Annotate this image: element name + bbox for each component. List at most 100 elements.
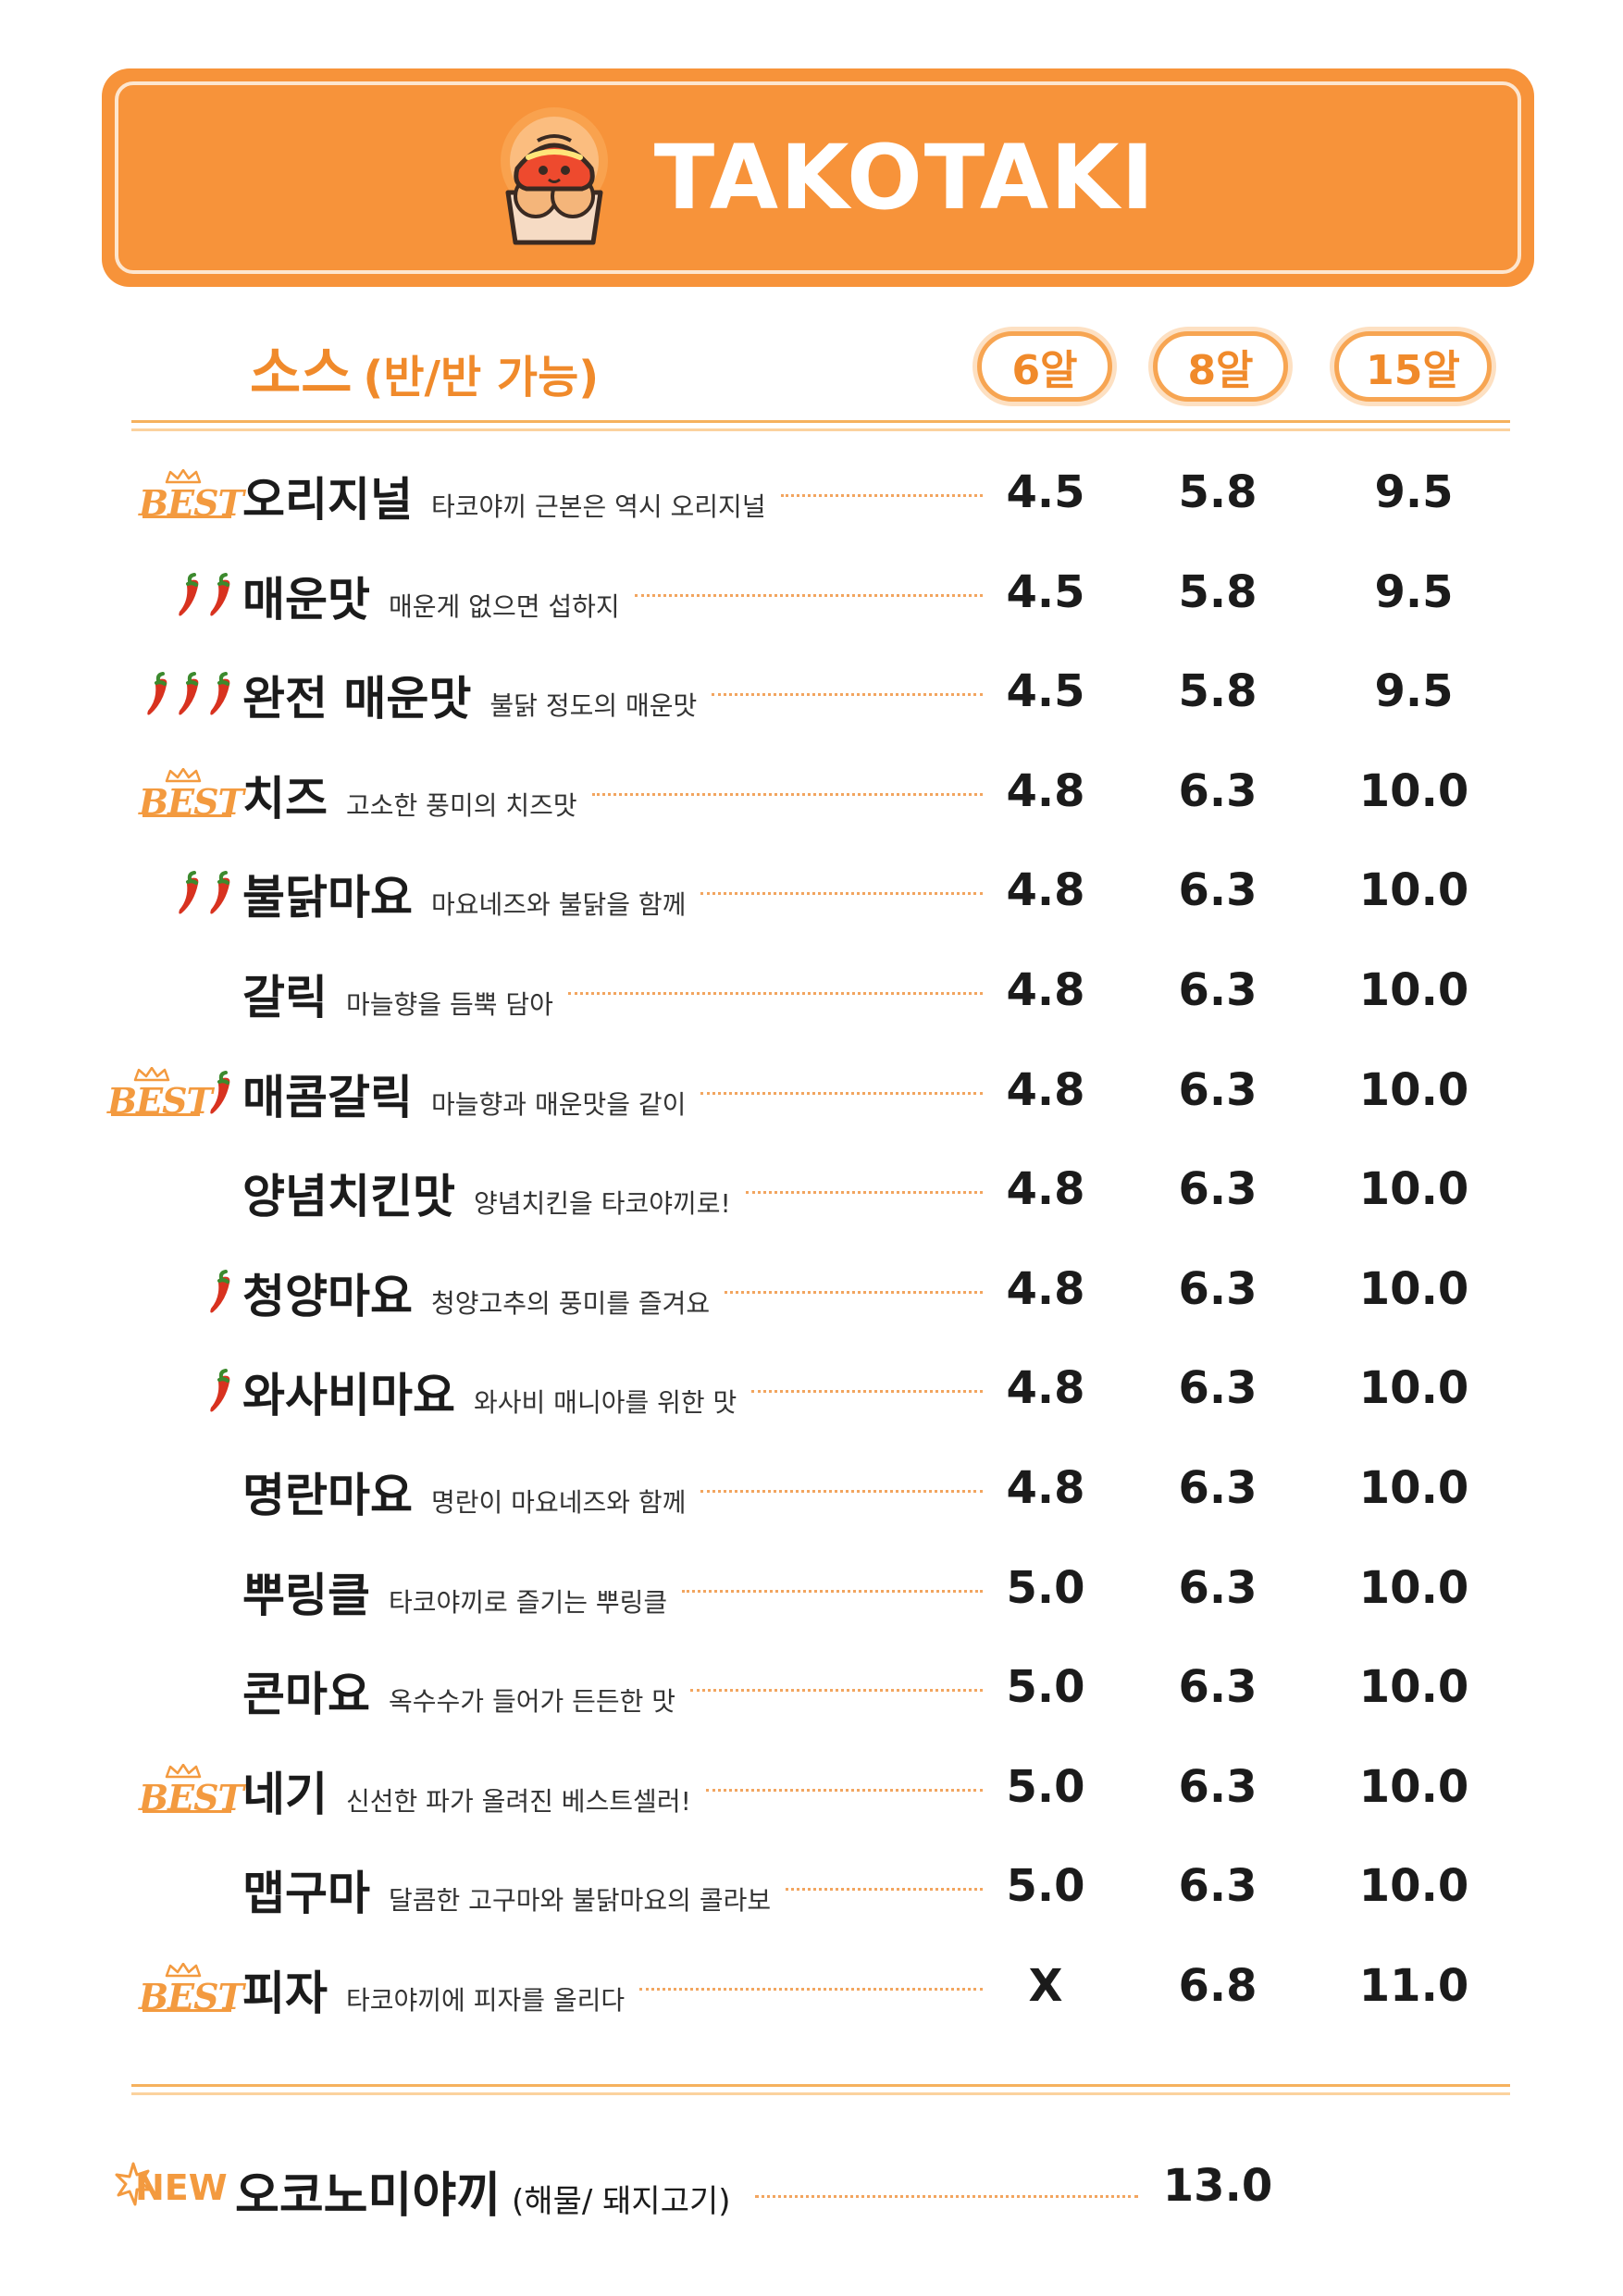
best-underline	[142, 515, 231, 518]
chili-pepper-icon	[210, 1269, 230, 1313]
item-description: 옥수수가 들어가 든든한 맛	[389, 1686, 676, 1718]
price-15: 10.0	[1358, 1462, 1469, 1514]
dot-leader	[725, 1290, 983, 1294]
item-name: 양념치킨맛 양념치킨을 타코야끼로!	[242, 1160, 731, 1226]
new-item-title: 오코노미야끼	[235, 2168, 502, 2224]
menu-row: 와사비마요 와사비 매니아를 위한 맛 4.8 6.3 10.0	[0, 1353, 1623, 1427]
item-name: 와사비마요 와사비 매니아를 위한 맛	[242, 1359, 737, 1425]
dot-leader	[781, 494, 983, 497]
best-badge: BEST	[139, 1963, 244, 2017]
item-description: 청양고추의 풍미를 즐겨요	[431, 1287, 711, 1319]
chili-pepper-icon	[179, 871, 199, 914]
price-8: 6.3	[1178, 1661, 1258, 1714]
badge-area	[207, 1364, 235, 1420]
chili-pepper-icon	[210, 672, 230, 715]
price-15: 9.5	[1374, 466, 1454, 518]
price-6: 4.8	[1006, 764, 1085, 817]
new-item-options: (해물/ 돼지고기)	[512, 2183, 731, 2220]
menu-row: 매운맛 매운게 없으면 섭하지 4.5 5.8 9.5	[0, 557, 1623, 631]
badge-area	[176, 866, 235, 922]
starburst-icon	[115, 2162, 152, 2206]
badge-area	[207, 1265, 235, 1321]
menu-row: BEST 매콤갈릭 마늘향과 매운맛을 같이 4.8 6.3 10.0	[0, 1055, 1623, 1129]
price-15: 10.0	[1358, 1760, 1469, 1813]
price-8: 5.8	[1178, 565, 1258, 618]
price-8: 6.3	[1178, 1860, 1258, 1913]
price-15: 10.0	[1358, 1661, 1469, 1714]
dot-leader	[690, 1689, 983, 1693]
item-title: 매운맛	[242, 572, 370, 627]
price-15: 10.0	[1358, 1561, 1469, 1614]
item-title: 오리지널	[242, 473, 413, 527]
item-title: 갈릭	[242, 971, 328, 1024]
item-name: 불닭마요 마요네즈와 불닭을 함께	[242, 861, 686, 927]
price-6: 5.0	[1006, 1760, 1085, 1813]
badge-area: BEST	[139, 468, 244, 524]
price-6: 5.0	[1006, 1661, 1085, 1714]
item-title: 치즈	[242, 771, 328, 825]
item-title: 청양마요	[242, 1269, 413, 1323]
dot-leader	[635, 593, 983, 597]
price-8: 6.3	[1178, 1362, 1258, 1415]
item-title: 네기	[242, 1767, 328, 1821]
section-subtitle: (반/반 가능)	[363, 352, 600, 403]
dot-leader	[700, 1490, 983, 1493]
crown-icon	[165, 469, 202, 484]
badge-area	[144, 667, 235, 723]
dot-leader	[700, 892, 983, 896]
item-name: 뿌링클 타코야끼로 즐기는 뿌링클	[242, 1558, 667, 1625]
price-8: 6.3	[1178, 864, 1258, 917]
item-name: 갈릭 마늘향을 듬뿍 담아	[242, 961, 553, 1027]
item-description: 명란이 마요네즈와 함께	[431, 1487, 687, 1518]
dot-leader	[706, 1788, 983, 1792]
item-name: 매운맛 매운게 없으면 섭하지	[242, 563, 620, 629]
price-8: 6.8	[1178, 1960, 1258, 2012]
item-description: 타코야끼로 즐기는 뿌링클	[389, 1586, 668, 1618]
price-8: 6.3	[1178, 764, 1258, 817]
item-description: 신선한 파가 올려진 베스트셀러!	[346, 1785, 691, 1817]
price-15: 9.5	[1374, 565, 1454, 618]
item-title: 매콤갈릭	[242, 1070, 413, 1124]
price-6: 5.0	[1006, 1860, 1085, 1913]
price-8: 6.3	[1178, 1561, 1258, 1614]
item-name: 네기 신선한 파가 올려진 베스트셀러!	[242, 1757, 691, 1824]
badge-area: BEST	[139, 1962, 244, 2017]
item-description: 매운게 없으면 섭하지	[389, 590, 620, 622]
item-title: 콘마요	[242, 1668, 370, 1722]
dot-leader	[682, 1589, 983, 1593]
chili-pepper-icon	[210, 871, 230, 914]
price-8: 6.3	[1178, 1163, 1258, 1216]
price-15: 10.0	[1358, 1860, 1469, 1913]
item-title: 뿌링클	[242, 1568, 370, 1622]
item-title: 피자	[242, 1967, 328, 2020]
item-name: 콘마요 옥수수가 들어가 든든한 맛	[242, 1657, 675, 1724]
size-label-6: 6알	[977, 331, 1112, 402]
item-title: 맵구마	[242, 1867, 370, 1921]
price-6: 4.8	[1006, 1262, 1085, 1315]
chili-pepper-icon	[210, 1070, 230, 1114]
size-label-15: 15알	[1334, 331, 1492, 402]
price-8: 6.3	[1178, 1462, 1258, 1514]
item-description: 마요네즈와 불닭을 함께	[431, 889, 687, 921]
item-name: 명란마요 명란이 마요네즈와 함께	[242, 1458, 686, 1525]
menu-row: BEST 네기 신선한 파가 올려진 베스트셀러! 5.0 6.3 10.0	[0, 1752, 1623, 1826]
dot-leader	[592, 792, 983, 796]
brand-title: TAKOTAKI	[653, 126, 1157, 230]
item-title: 완전 매운맛	[242, 672, 472, 726]
best-badge: BEST	[139, 767, 244, 823]
item-name: 매콤갈릭 마늘향과 매운맛을 같이	[242, 1061, 686, 1127]
item-title: 와사비마요	[242, 1369, 455, 1423]
price-15: 11.0	[1358, 1960, 1469, 2012]
menu-row: 청양마요 청양고추의 풍미를 즐겨요 4.8 6.3 10.0	[0, 1254, 1623, 1328]
menu-row: 명란마요 명란이 마요네즈와 함께 4.8 6.3 10.0	[0, 1453, 1623, 1527]
menu-row: 불닭마요 마요네즈와 불닭을 함께 4.8 6.3 10.0	[0, 855, 1623, 929]
item-name: 치즈 고소한 풍미의 치즈맛	[242, 762, 577, 828]
dot-leader	[755, 2195, 1138, 2198]
chili-pepper-icon	[147, 672, 167, 715]
crown-icon	[133, 1066, 170, 1081]
menu-row: BEST 치즈 고소한 풍미의 치즈맛 4.8 6.3 10.0	[0, 756, 1623, 830]
item-title: 명란마요	[242, 1469, 413, 1522]
item-name: 완전 매운맛 불닭 정도의 매운맛	[242, 662, 697, 728]
dot-leader	[568, 992, 983, 995]
price-15: 9.5	[1374, 665, 1454, 718]
